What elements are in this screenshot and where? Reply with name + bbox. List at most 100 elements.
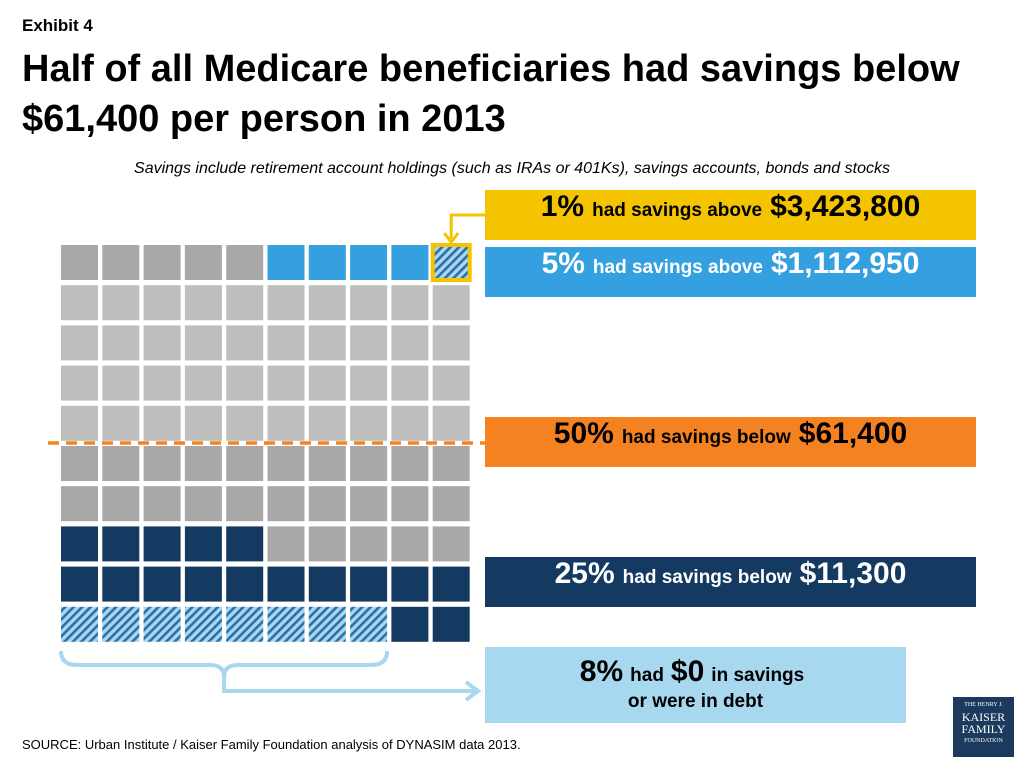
waffle-cell-bottom-25: [61, 526, 98, 562]
waffle-cell-zero-savings: [61, 606, 98, 642]
waffle-cell-bottom-25: [391, 566, 429, 602]
waffle-cell-middle: [143, 446, 181, 481]
waffle-cell-bottom-25: [350, 566, 388, 602]
waffle-cell-middle: [308, 446, 346, 481]
waffle-cell-middle: [391, 526, 429, 562]
waffle-cell-middle: [267, 405, 305, 441]
waffle-cell-middle: [226, 285, 264, 321]
waffle-cell-bottom-25: [391, 606, 429, 642]
waffle-cell-middle: [143, 325, 181, 361]
waffle-cell-middle: [226, 365, 264, 401]
waffle-cell-middle: [143, 285, 181, 321]
waffle-cell-middle: [432, 325, 470, 361]
waffle-cell-zero-savings: [308, 606, 346, 642]
waffle-cell-middle: [391, 365, 429, 401]
waffle-cell-zero-savings: [226, 606, 264, 642]
waffle-cell-middle: [391, 486, 429, 522]
waffle-cell-middle: [143, 486, 181, 522]
callout-amount: $0: [670, 655, 705, 688]
waffle-cell-middle: [226, 245, 264, 280]
waffle-cell-middle: [308, 405, 346, 441]
waffle-cell-top-5: [391, 245, 429, 280]
waffle-cell-middle: [61, 405, 98, 441]
waffle-cell-middle: [350, 405, 388, 441]
waffle-cell-middle: [432, 365, 470, 401]
waffle-cell-middle: [350, 486, 388, 522]
waffle-cell-middle: [267, 365, 305, 401]
waffle-cell-middle: [184, 446, 222, 481]
waffle-cell-zero-savings: [267, 606, 305, 642]
kff-logo: THE HENRY J. KAISER FAMILY FOUNDATION: [953, 697, 1014, 757]
waffle-cell-middle: [143, 365, 181, 401]
callout-amount: $11,300: [799, 557, 907, 590]
callout-text-line2: or were in debt: [627, 691, 764, 712]
waffle-cell-middle: [61, 245, 98, 280]
waffle-cell-middle: [432, 285, 470, 321]
zero-savings-brace: [59, 650, 390, 678]
waffle-cell-zero-savings: [102, 606, 140, 642]
waffle-cell-middle: [184, 486, 222, 522]
waffle-cell-bottom-25: [267, 566, 305, 602]
callout-text: had savings above: [592, 200, 763, 221]
waffle-cell-middle: [350, 365, 388, 401]
callout-bottom-25-percent: 25% had savings below $11,300: [485, 557, 976, 607]
waffle-cell-middle: [226, 405, 264, 441]
waffle-cell-middle: [308, 285, 346, 321]
logo-line: FOUNDATION: [964, 738, 1003, 744]
waffle-cell-middle: [184, 245, 222, 280]
waffle-cell-middle: [350, 285, 388, 321]
waffle-cell-bottom-25: [143, 526, 181, 562]
waffle-cell-top-5: [308, 245, 346, 280]
waffle-cell-bottom-25: [143, 566, 181, 602]
callout-top-5-percent: 5% had savings above $1,112,950: [485, 247, 976, 297]
waffle-cell-middle: [391, 405, 429, 441]
waffle-cell-bottom-25: [184, 566, 222, 602]
logo-line: FAMILY: [961, 722, 1006, 736]
callout-text: had savings above: [592, 257, 763, 278]
waffle-cell-bottom-25: [102, 566, 140, 602]
waffle-cell-bottom-25: [102, 526, 140, 562]
waffle-cell-middle: [102, 325, 140, 361]
waffle-cell-middle: [350, 526, 388, 562]
callout-text-suffix: in savings: [711, 665, 805, 686]
waffle-cell-middle: [102, 365, 140, 401]
waffle-cell-middle: [391, 325, 429, 361]
callout-text: had: [630, 665, 664, 686]
waffle-cell-middle: [226, 486, 264, 522]
waffle-cell-middle: [61, 285, 98, 321]
waffle-cell-bottom-25: [184, 526, 222, 562]
waffle-cell-zero-savings: [350, 606, 388, 642]
waffle-cell-middle: [102, 486, 140, 522]
waffle-cell-middle: [267, 285, 305, 321]
waffle-cell-middle: [226, 325, 264, 361]
zero-savings-connector: [222, 677, 476, 693]
waffle-cell-middle: [226, 446, 264, 481]
waffle-cell-middle: [184, 365, 222, 401]
callout-text: had savings below: [621, 427, 791, 448]
callout-median: 50% had savings below $61,400: [485, 417, 976, 467]
waffle-cell-middle: [61, 446, 98, 481]
waffle-cell-middle: [350, 325, 388, 361]
waffle-cell-middle: [267, 446, 305, 481]
waffle-cell-middle: [432, 486, 470, 522]
chart-subtitle: Savings include retirement account holdi…: [134, 160, 890, 177]
top-1-arrow-head: [443, 232, 460, 245]
waffle-cell-middle: [61, 365, 98, 401]
top-1-highlight: [430, 243, 472, 282]
waffle-cell-middle: [308, 365, 346, 401]
waffle-cell-zero-savings: [184, 606, 222, 642]
callout-top-1-percent: 1% had savings above $3,423,800: [485, 190, 976, 240]
waffle-cell-bottom-25: [432, 566, 470, 602]
exhibit-label: Exhibit 4: [22, 16, 93, 35]
waffle-cell-middle: [391, 446, 429, 481]
source-note: SOURCE: Urban Institute / Kaiser Family …: [22, 737, 521, 752]
waffle-cell-middle: [267, 325, 305, 361]
waffle-cell-middle: [143, 405, 181, 441]
callout-percent: 25%: [554, 557, 615, 590]
callout-percent: 5%: [541, 247, 585, 280]
waffle-cell-middle: [350, 446, 388, 481]
waffle-cell-middle: [61, 486, 98, 522]
callout-percent: 1%: [540, 190, 585, 223]
callout-amount: $3,423,800: [770, 190, 921, 223]
